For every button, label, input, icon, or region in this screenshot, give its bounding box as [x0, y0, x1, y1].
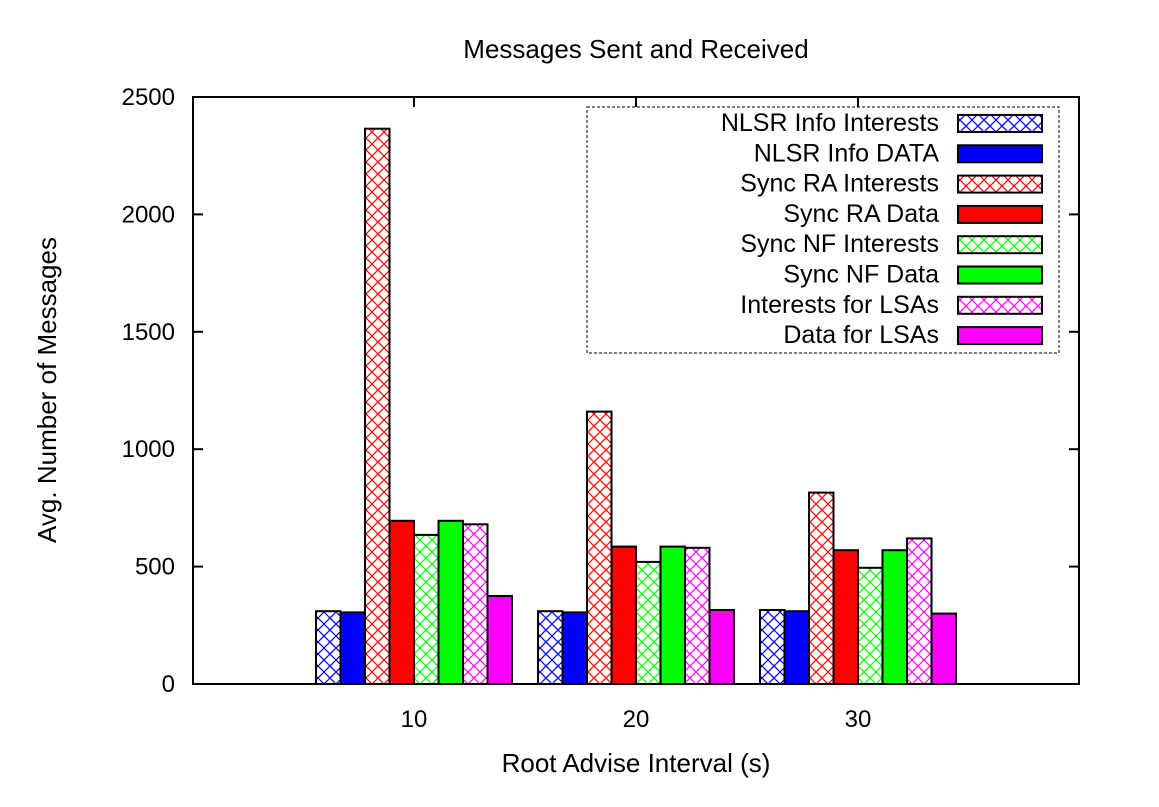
bar-data-for-lsas-30: [930, 612, 957, 685]
legend-swatch: [957, 114, 1043, 133]
bar-sync-ra-interests-20: [586, 410, 613, 685]
legend-label: Data for LSAs: [783, 321, 939, 349]
bar-nlsr-info-data-20: [561, 611, 588, 686]
bar-nlsr-info-data-10: [339, 611, 366, 686]
bar-sync-nf-data-30: [881, 549, 908, 686]
x-tick-label: 30: [845, 706, 872, 733]
legend-label: NLSR Info DATA: [754, 139, 940, 167]
legend-label: Sync RA Data: [783, 200, 939, 228]
legend-swatch: [957, 204, 1043, 224]
legend-swatch: [957, 235, 1043, 255]
x-axis: 10 20 30: [401, 97, 872, 733]
x-axis-label: Root Advise Interval (s): [502, 748, 771, 778]
legend-label: NLSR Info Interests: [721, 109, 939, 137]
bar-sync-ra-data-20: [610, 545, 637, 685]
bar-sync-nf-interests-20: [635, 560, 662, 686]
y-tick-label: 1000: [122, 436, 175, 463]
bar-sync-ra-interests-10: [364, 127, 391, 685]
y-axis: 0 500 1000 1500 2000 2500: [122, 84, 1079, 698]
bar-nlsr-info-interests-30: [759, 609, 786, 685]
legend-swatch: [957, 174, 1043, 194]
legend-label: Sync NF Data: [783, 261, 939, 289]
chart-title: Messages Sent and Received: [463, 34, 808, 64]
bar-sync-nf-data-10: [437, 519, 464, 685]
bar-nlsr-info-data-30: [783, 610, 810, 686]
y-tick-label: 0: [162, 671, 175, 698]
legend-swatch: [957, 295, 1043, 315]
bar-sync-nf-interests-30: [857, 566, 884, 685]
bar-sync-ra-interests-30: [808, 491, 835, 685]
legend-label: Interests for LSAs: [740, 291, 939, 319]
legend-label: Sync NF Interests: [740, 230, 939, 258]
legend-swatch: [957, 326, 1043, 346]
legend-swatch: [957, 265, 1043, 285]
x-tick-label: 20: [623, 706, 650, 733]
y-tick-label: 500: [135, 554, 175, 581]
x-tick-label: 10: [401, 706, 428, 733]
y-tick-label: 2500: [122, 84, 175, 111]
bar-interests-for-lsas-10: [462, 523, 489, 685]
bar-sync-ra-data-30: [832, 549, 859, 686]
legend-swatch: [957, 144, 1043, 164]
bar-interests-for-lsas-20: [684, 546, 711, 685]
legend-label: Sync RA Interests: [740, 170, 939, 198]
y-tick-label: 2000: [122, 201, 175, 228]
bar-sync-nf-data-20: [659, 545, 686, 685]
bar-nlsr-info-interests-10: [315, 610, 342, 686]
bar-interests-for-lsas-30: [906, 537, 933, 686]
bar-data-for-lsas-10: [486, 595, 513, 685]
y-tick-label: 1500: [122, 319, 175, 346]
bars-layer: [315, 127, 957, 686]
y-axis-label: Avg. Number of Messages: [32, 237, 62, 543]
bar-data-for-lsas-20: [708, 609, 735, 685]
bar-sync-ra-data-10: [388, 519, 415, 685]
bar-sync-nf-interests-10: [413, 533, 440, 686]
bar-nlsr-info-interests-20: [537, 610, 564, 686]
